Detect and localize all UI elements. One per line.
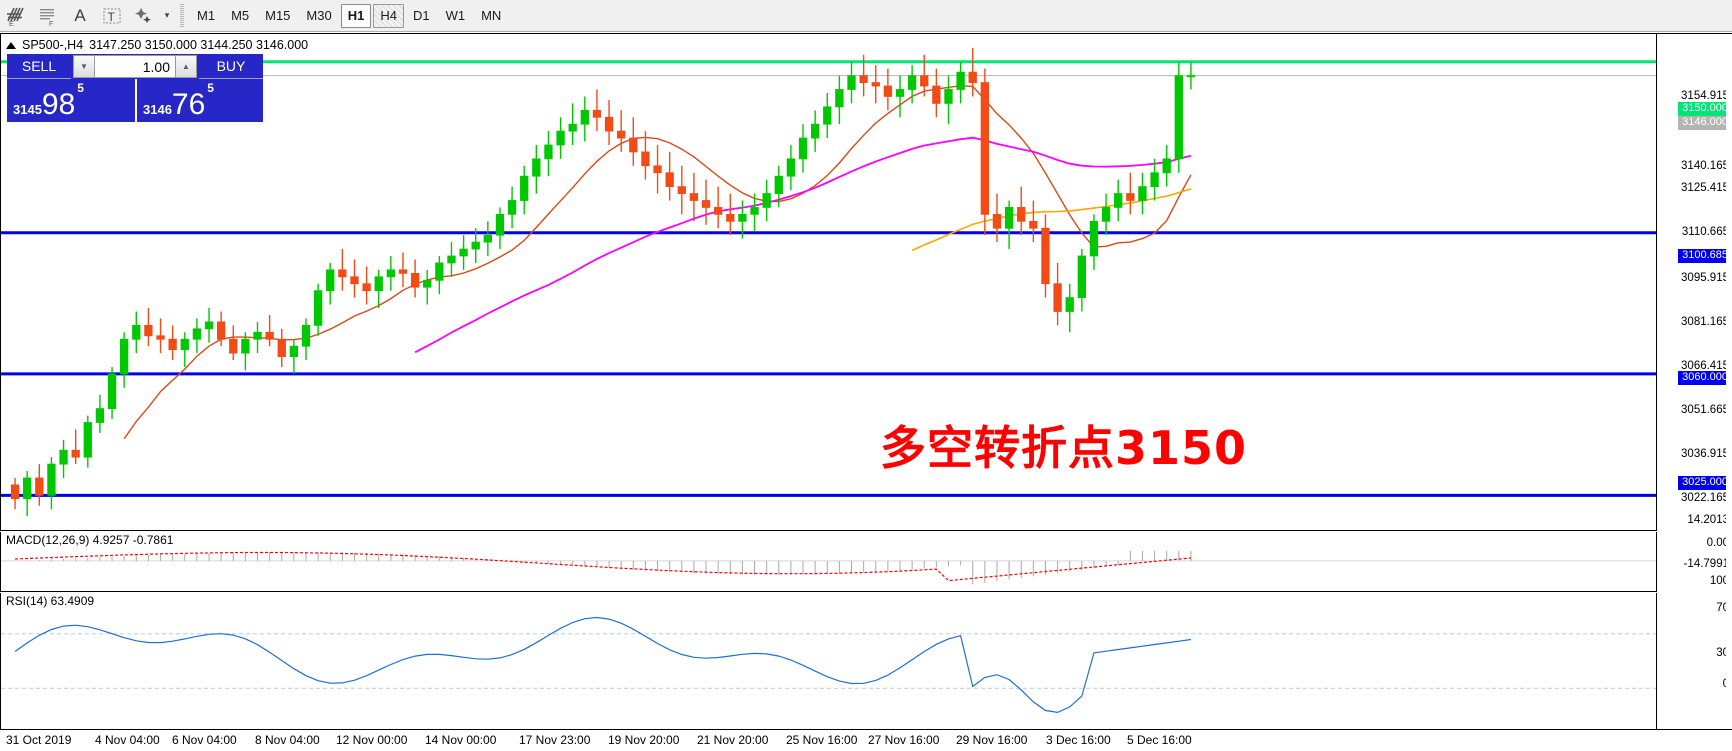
timeframe-m1[interactable]: M1 (197, 8, 216, 23)
buy-button[interactable]: BUY (199, 54, 263, 79)
label-tool-icon[interactable]: T (96, 1, 128, 31)
price-pane[interactable] (0, 34, 1657, 531)
svg-text:T: T (108, 10, 116, 24)
sell-price-integer: 3145 (13, 102, 42, 117)
objects-dropdown-caret-icon[interactable]: ▾ (164, 10, 170, 20)
price-scale-marker-1[interactable]: 3146.000 (1678, 116, 1731, 130)
chart-annotation-text[interactable]: 多空转折点3150 (880, 421, 1248, 475)
macd-scale-tick-0: 14.2013 (1687, 514, 1729, 526)
symbol-header: SP500-,H4 3147.250 3150.000 3144.250 314… (6, 38, 308, 52)
macd-chart (1, 550, 1656, 585)
time-axis-label-9: 25 Nov 16:00 (786, 733, 858, 747)
timeframe-h1[interactable]: H1 (340, 3, 372, 28)
price-scale-tick-9: 3022.165 (1681, 492, 1729, 504)
toolbar-separator (177, 3, 186, 29)
timeframe-h4[interactable]: H4 (373, 3, 404, 28)
symbol-ohlc: 3147.250 3150.000 3144.250 3146.000 (89, 38, 309, 52)
time-axis-label-4: 12 Nov 00:00 (336, 733, 408, 747)
time-axis-label-5: 14 Nov 00:00 (425, 733, 497, 747)
chart-right-edge (1726, 67, 1732, 751)
price-scale-marker-0[interactable]: 3150.000 (1678, 102, 1731, 116)
trade-panel-price-row: 3145 98 5 3146 76 5 (7, 79, 263, 122)
rsi-scale-tick-3: 0 (1723, 678, 1729, 690)
text-tool-icon[interactable]: A (64, 1, 96, 31)
sell-button[interactable]: SELL (7, 54, 71, 79)
volume-decrease-icon[interactable]: ▼ (73, 55, 95, 78)
templates-icon[interactable]: F (32, 1, 64, 31)
price-scale-tick-3: 3110.665 (1681, 226, 1729, 238)
price-scale[interactable]: 3154.915 3140.165 3125.415 3110.665 3095.915… (1658, 34, 1732, 751)
text-tool-glyph: A (74, 5, 86, 25)
time-axis-label-13: 5 Dec 16:00 (1127, 733, 1192, 747)
indicators-icon[interactable]: E (0, 1, 32, 31)
rsi-scale-tick-0: 100 (1709, 575, 1729, 587)
price-scale-tick-8: 3036.915 (1681, 448, 1729, 460)
sell-price-big: 98 (41, 88, 76, 121)
time-axis-label-8: 21 Nov 20:00 (697, 733, 769, 747)
price-scale-tick-2: 3125.415 (1681, 182, 1729, 194)
timeframe-w1[interactable]: W1 (445, 8, 466, 23)
price-scale-marker-3[interactable]: 3060.000 (1678, 371, 1731, 385)
time-axis-label-1: 4 Nov 04:00 (95, 733, 160, 747)
timeframe-d1[interactable]: D1 (412, 8, 430, 23)
rsi-chart (1, 616, 1656, 714)
candlestick-chart (1, 47, 1656, 517)
price-scale-tick-0: 3154.915 (1681, 90, 1729, 102)
rsi-label: RSI(14) 63.4909 (6, 594, 95, 608)
trade-panel-top-row: SELL ▼ 1.00 ▲ BUY (7, 54, 263, 79)
price-scale-marker-4[interactable]: 3025.000 (1678, 476, 1731, 490)
price-scale-tick-1: 3140.165 (1681, 160, 1729, 172)
one-click-trading-panel[interactable]: SELL ▼ 1.00 ▲ BUY 3145 98 5 3146 76 5 (7, 54, 263, 122)
buy-price-big: 76 (171, 88, 206, 121)
macd-pane[interactable]: MACD(12,26,9) 4.9257 -0.7861 (0, 532, 1657, 592)
rsi-scale-tick-2: 30 (1716, 647, 1729, 659)
time-axis-label-3: 8 Nov 04:00 (255, 733, 320, 747)
objects-icon[interactable] (128, 1, 160, 31)
buy-price-fraction: 5 (207, 81, 214, 95)
time-axis-label-12: 3 Dec 16:00 (1046, 733, 1111, 747)
svg-text:E: E (9, 21, 14, 27)
price-scale-tick-6: 3066.415 (1681, 360, 1729, 372)
timeframe-m30[interactable]: M30 (306, 8, 332, 23)
buy-price-integer: 3146 (143, 102, 172, 117)
volume-increase-icon[interactable]: ▲ (175, 55, 197, 78)
sell-price[interactable]: 3145 98 5 (7, 79, 135, 122)
time-axis-label-6: 17 Nov 23:00 (519, 733, 591, 747)
volume-stepper[interactable]: ▼ 1.00 ▲ (71, 54, 199, 79)
rsi-scale-tick-1: 70 (1716, 602, 1729, 614)
rsi-pane[interactable]: RSI(14) 63.4909 (0, 593, 1657, 730)
price-scale-tick-7: 3051.665 (1681, 404, 1729, 416)
time-axis[interactable]: 31 Oct 2019 4 Nov 04:00 6 Nov 04:00 8 Nov 0… (0, 729, 1732, 751)
timeframe-m15[interactable]: M15 (265, 8, 291, 23)
time-axis-label-7: 19 Nov 20:00 (608, 733, 680, 747)
sell-price-fraction: 5 (77, 81, 84, 95)
chart-area[interactable]: MACD(12,26,9) 4.9257 -0.7861 RSI(14) 63.… (0, 33, 1732, 751)
collapse-triangle-icon[interactable] (6, 41, 16, 49)
svg-text:F: F (49, 21, 53, 27)
buy-price[interactable]: 3146 76 5 (135, 79, 263, 122)
price-scale-tick-4: 3095.915 (1681, 272, 1729, 284)
macd-scale-tick-2: -14.7991 (1683, 558, 1729, 570)
price-scale-tick-5: 3081.165 (1681, 316, 1729, 328)
timeframe-mn[interactable]: MN (481, 8, 502, 23)
time-axis-label-10: 27 Nov 16:00 (868, 733, 940, 747)
macd-label: MACD(12,26,9) 4.9257 -0.7861 (6, 533, 174, 547)
timeframe-m5[interactable]: M5 (231, 8, 250, 23)
macd-scale-tick-1: 0.00 (1706, 537, 1729, 549)
time-axis-label-2: 6 Nov 04:00 (172, 733, 237, 747)
main-toolbar: E F A T ▾ (0, 0, 1732, 32)
time-axis-label-0: 31 Oct 2019 (6, 733, 72, 747)
time-axis-label-11: 29 Nov 16:00 (956, 733, 1028, 747)
symbol-name: SP500-,H4 (22, 38, 84, 52)
volume-input[interactable]: 1.00 (95, 55, 175, 78)
price-scale-marker-2[interactable]: 3100.685 (1678, 249, 1731, 263)
